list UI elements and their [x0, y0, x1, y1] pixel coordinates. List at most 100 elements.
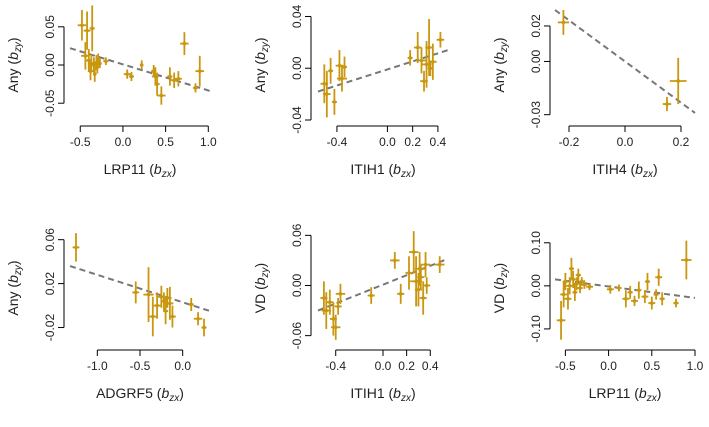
data-point — [72, 233, 80, 262]
point-marker — [90, 26, 94, 31]
data-point — [193, 312, 203, 326]
data-point — [188, 297, 194, 312]
point-marker — [197, 69, 202, 73]
panel-itih1-any: -0.4 0.0 0.2 0.4 -0.04 0.00 0.04 ITIH1 (bzx) Any… — [252, 4, 449, 180]
data-point — [132, 281, 140, 304]
y-tick-label: -0.02 — [43, 314, 57, 342]
data-point — [89, 5, 95, 52]
point-marker — [168, 301, 172, 306]
point-marker — [340, 76, 344, 81]
point-marker — [566, 296, 570, 301]
point-marker — [676, 79, 680, 83]
x-tick-label: -0.4 — [327, 135, 348, 149]
point-marker — [645, 279, 650, 284]
data-point — [154, 72, 160, 96]
x-tick-label: 0.2 — [673, 135, 690, 149]
y-axis-title: VD (bzy) — [491, 263, 510, 313]
y-axis-title: Any (bzy) — [252, 37, 271, 92]
data-point — [562, 272, 568, 291]
data-point — [331, 88, 337, 115]
data-point — [195, 55, 205, 87]
x-axis-title: LRP11 (bzx) — [104, 161, 177, 180]
data-point — [653, 289, 659, 300]
data-point — [681, 240, 692, 280]
point-marker — [414, 279, 418, 284]
point-marker — [559, 318, 563, 323]
x-tick-label: 0.0 — [375, 359, 392, 373]
data-point — [573, 277, 581, 291]
data-point — [435, 256, 445, 273]
data-point — [175, 71, 182, 87]
point-marker — [608, 287, 613, 292]
data-point — [564, 288, 572, 310]
y-tick-label: 0.00 — [43, 53, 57, 77]
point-marker — [189, 302, 194, 307]
data-point — [143, 267, 154, 323]
data-point — [423, 277, 431, 294]
x-tick-label: 0.5 — [643, 359, 660, 373]
data-point — [405, 256, 413, 290]
data-point — [641, 290, 649, 304]
point-marker — [431, 59, 435, 64]
point-marker — [159, 294, 164, 299]
point-marker — [573, 290, 577, 295]
x-tick-label: -1.0 — [87, 359, 108, 373]
point-marker — [129, 74, 134, 79]
data-point — [570, 270, 576, 288]
point-marker — [416, 287, 421, 292]
data-point — [341, 56, 348, 78]
point-marker — [202, 325, 206, 330]
data-point — [413, 32, 422, 64]
data-point — [92, 66, 97, 82]
point-marker — [421, 296, 425, 300]
point-marker — [617, 286, 621, 290]
point-marker — [398, 292, 403, 296]
point-marker — [419, 275, 423, 279]
x-tick-label: 0.4 — [430, 135, 447, 149]
panel-lrp11-any: -0.5 0.0 0.5 1.0 -0.05 0.00 0.05 LRP11 (bzx) Any… — [5, 5, 217, 180]
point-marker — [193, 86, 198, 90]
x-tick-label: -0.2 — [559, 135, 580, 149]
data-point — [631, 295, 638, 307]
data-point — [568, 257, 575, 280]
data-point — [636, 281, 642, 299]
point-marker — [338, 292, 343, 296]
data-point — [328, 57, 334, 84]
point-marker — [643, 294, 647, 299]
point-marker — [578, 286, 582, 290]
point-marker — [424, 62, 429, 67]
data-point — [151, 65, 157, 78]
point-marker — [684, 258, 689, 262]
point-marker — [574, 281, 579, 286]
x-tick-label: 0.0 — [115, 135, 132, 149]
panel-itih4-any: -0.2 0.0 0.2 -0.03 0.00 0.02 ITIH4 (bzx) Any (b… — [491, 9, 696, 180]
point-marker — [422, 79, 426, 83]
point-marker — [369, 293, 373, 298]
x-tick-label: -0.5 — [70, 135, 91, 149]
x-tick-label: 0.0 — [174, 359, 191, 373]
point-marker — [665, 102, 669, 106]
point-marker — [408, 56, 412, 60]
point-marker — [322, 81, 327, 86]
point-marker — [325, 92, 329, 96]
data-point — [95, 61, 100, 74]
point-marker — [427, 45, 431, 50]
data-point — [669, 57, 687, 105]
point-marker — [561, 20, 566, 25]
fit-line — [69, 265, 211, 313]
data-point — [644, 272, 651, 291]
x-tick-label: 0.2 — [398, 359, 415, 373]
point-marker — [561, 292, 566, 297]
panel-adgrf5-any: -1.0 -0.5 0.0 -0.02 0.02 0.06 ADGRF5 (bzx) Any … — [5, 228, 211, 404]
point-marker — [83, 54, 88, 58]
y-axis-title: VD (bzy) — [252, 263, 271, 313]
point-marker — [331, 317, 336, 321]
point-marker — [159, 93, 164, 98]
data-point — [87, 61, 94, 81]
data-point — [419, 281, 427, 315]
data-point — [331, 314, 341, 340]
point-marker — [649, 301, 654, 305]
point-marker — [170, 314, 175, 319]
data-point — [167, 67, 173, 86]
point-marker — [342, 65, 347, 69]
